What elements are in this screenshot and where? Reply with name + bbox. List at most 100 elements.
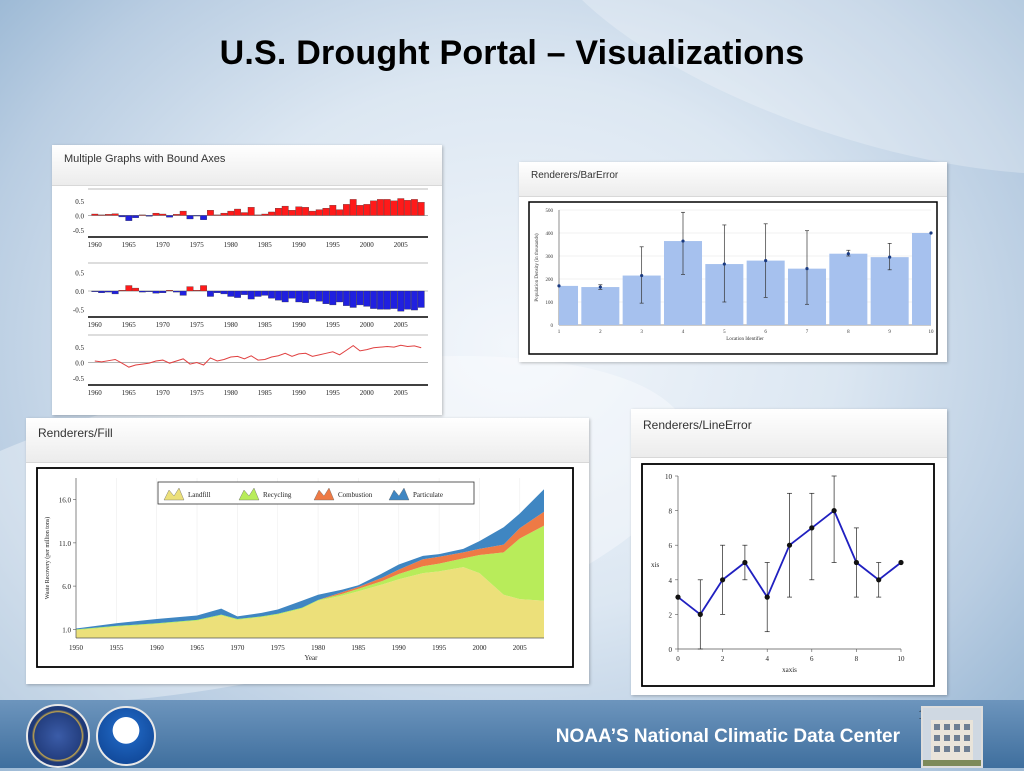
y-tick-label: 2 xyxy=(669,611,673,619)
bar xyxy=(377,290,384,310)
x-tick-label: 1960 xyxy=(88,389,103,397)
x-tick-label: 1980 xyxy=(224,321,239,329)
footer-bar xyxy=(0,700,1024,768)
data-point xyxy=(853,559,859,566)
bar xyxy=(363,290,371,307)
bar xyxy=(417,290,425,308)
bar xyxy=(227,210,235,216)
bar xyxy=(234,208,241,216)
bar xyxy=(152,290,160,294)
bar xyxy=(336,290,343,303)
x-tick-label: 1990 xyxy=(292,389,307,397)
panel-title: Renderers/BarError xyxy=(531,170,619,181)
bar xyxy=(254,290,262,297)
y-tick-label: 10 xyxy=(665,473,673,481)
bar xyxy=(200,215,207,220)
x-tick-label: 2 xyxy=(721,655,725,663)
x-tick-label: 1985 xyxy=(351,644,366,652)
data-point xyxy=(675,594,681,600)
x-tick-label: 2 xyxy=(599,330,602,335)
legend-label: Recycling xyxy=(263,491,292,499)
bar-error-chart: 0 100 200 300 400 500 1 2 3 4 5 6 7 8 9 10 Location Iden… xyxy=(528,201,938,355)
bar xyxy=(397,290,405,312)
y-tick-label: 16.0 xyxy=(59,497,72,505)
bar xyxy=(911,233,931,325)
x-tick-label: 6 xyxy=(810,655,814,663)
bar xyxy=(411,199,418,216)
bar xyxy=(322,208,330,216)
x-tick-label: 1975 xyxy=(190,389,205,397)
bar xyxy=(404,200,411,216)
x-tick-label: 1995 xyxy=(432,644,447,652)
bar xyxy=(343,290,350,306)
x-tick-label: 0 xyxy=(676,655,680,663)
bar xyxy=(241,290,248,295)
x-axis-label: Location Identifier xyxy=(726,337,764,342)
y-tick-label: -0.5 xyxy=(73,227,85,235)
bar xyxy=(411,290,418,311)
ncdc-building-photo xyxy=(921,706,983,768)
x-tick-label: 1970 xyxy=(230,644,245,652)
data-point xyxy=(764,259,768,263)
bar xyxy=(268,211,275,216)
bar xyxy=(118,215,126,218)
y-tick-label: -0.5 xyxy=(73,306,85,314)
y-tick-label: 0.5 xyxy=(75,198,84,206)
bar xyxy=(145,215,153,217)
y-tick-label: 1.0 xyxy=(62,626,71,634)
bar xyxy=(152,212,160,216)
data-point xyxy=(929,231,933,235)
bar xyxy=(98,290,105,293)
x-axis-label: xaxis xyxy=(782,666,797,674)
bar xyxy=(397,198,405,216)
panel-title: Renderers/LineError xyxy=(643,418,752,432)
bar xyxy=(275,290,282,301)
y-tick-label: 4 xyxy=(669,577,673,585)
bar xyxy=(404,290,411,310)
footer-text: NOAA’S National Climatic Data Center xyxy=(555,726,900,747)
x-tick-label: 1985 xyxy=(258,389,273,397)
legend-label: Combustion xyxy=(338,491,373,499)
bar xyxy=(417,202,425,216)
bar xyxy=(363,204,371,216)
panel-header: Renderers/LineError xyxy=(631,409,947,458)
bar xyxy=(829,253,868,325)
bar xyxy=(132,215,139,218)
bar xyxy=(315,290,323,302)
bar xyxy=(268,290,275,299)
fill-panel: Renderers/Fill 1.0 6.0 11.0 16.0 1950 1955 196… xyxy=(26,418,589,684)
legend-swatch-combustion xyxy=(313,487,335,501)
x-tick-label: 1980 xyxy=(224,241,239,249)
y-tick-label: 6.0 xyxy=(62,583,71,591)
data-point xyxy=(557,284,561,288)
bar xyxy=(302,207,309,216)
fill-chart: 1.0 6.0 11.0 16.0 1950 1955 1960 1965 1970 1975 19… xyxy=(36,467,574,668)
bar xyxy=(261,213,269,216)
panel-title: Renderers/Fill xyxy=(38,426,113,440)
bar xyxy=(275,208,282,216)
area-particulate xyxy=(76,489,544,630)
y-tick-label: 0.5 xyxy=(75,270,84,278)
x-tick-label: 1990 xyxy=(292,321,307,329)
series-line xyxy=(94,344,422,368)
panel-header: Renderers/Fill xyxy=(26,418,589,463)
data-point xyxy=(742,559,748,566)
panel-title: Multiple Graphs with Bound Axes xyxy=(64,153,226,165)
x-tick-label: 6 xyxy=(764,330,767,335)
y-tick-label: 8 xyxy=(669,508,673,516)
y-tick-label: -0.5 xyxy=(73,375,85,383)
data-point xyxy=(876,577,882,583)
bar xyxy=(186,286,194,292)
x-tick-label: 2005 xyxy=(394,321,409,329)
bar xyxy=(349,290,357,308)
x-tick-label: 1995 xyxy=(326,389,341,397)
bar xyxy=(302,290,309,303)
bar xyxy=(356,205,364,216)
x-tick-label: 1995 xyxy=(326,241,341,249)
data-point xyxy=(809,525,815,531)
x-tick-label: 2005 xyxy=(513,644,528,652)
y-tick-label: 0 xyxy=(669,646,673,654)
data-point xyxy=(786,542,793,548)
bar xyxy=(139,290,146,293)
